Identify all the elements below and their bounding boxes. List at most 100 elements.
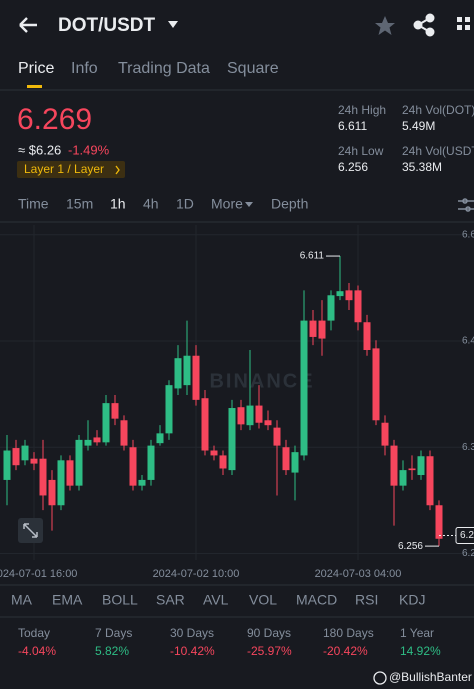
stat-value: 6.611 <box>338 119 367 133</box>
tab[interactable]: Price <box>18 60 55 77</box>
candle-body <box>417 456 425 476</box>
candle-body <box>12 448 20 466</box>
fullscreen-button[interactable] <box>18 518 43 543</box>
candle-body <box>3 450 11 480</box>
indicator[interactable]: KDJ <box>399 592 425 608</box>
grid-button[interactable] <box>457 17 470 30</box>
candle-body <box>147 445 155 480</box>
interval[interactable]: More <box>211 196 243 212</box>
y-tick-label: 6.2 <box>462 548 474 559</box>
back-button[interactable] <box>19 17 37 33</box>
candle-body <box>210 450 218 456</box>
candle-body <box>363 322 371 351</box>
candle-body <box>327 295 335 321</box>
interval[interactable]: 4h <box>143 196 159 212</box>
candle-body <box>408 468 416 471</box>
indicator[interactable]: SAR <box>156 592 185 608</box>
candle-body <box>426 456 434 506</box>
chart-settings[interactable] <box>458 198 474 212</box>
indicator[interactable]: VOL <box>249 592 277 608</box>
x-tick-label: 2024-07-03 04:00 <box>315 568 402 580</box>
period-label: 180 Days <box>323 626 374 640</box>
interval[interactable]: Time <box>18 196 49 212</box>
pair-title[interactable]: DOT/USDT <box>58 15 156 36</box>
candle-body <box>183 355 191 386</box>
favorite-button[interactable] <box>375 16 395 35</box>
interval[interactable]: 1h <box>110 196 126 212</box>
candle-body <box>192 355 200 400</box>
candle-body <box>381 422 389 446</box>
watermark-credit: @BullishBanter <box>389 670 472 684</box>
period-change: -20.42% <box>323 644 368 658</box>
candle-body <box>354 290 362 323</box>
stat-label: 24h Vol(DOT) <box>402 103 474 117</box>
candle-body <box>111 403 119 419</box>
candle-body <box>219 455 227 469</box>
stat-label: 24h High <box>338 103 386 117</box>
y-tick-label: 6.4 <box>462 336 474 347</box>
indicator[interactable]: MACD <box>296 592 337 608</box>
indicator[interactable]: RSI <box>355 592 378 608</box>
last-price-label: 6.2 <box>460 530 474 541</box>
indicator[interactable]: AVL <box>203 592 229 608</box>
candle-body <box>30 458 38 464</box>
candle-body <box>48 479 56 506</box>
fiat-price: ≈ $6.26 <box>18 142 61 157</box>
period-change: -4.04% <box>18 644 56 658</box>
period-label: 90 Days <box>247 626 291 640</box>
stat-value: 35.38M <box>402 160 442 174</box>
share-button[interactable] <box>413 13 435 37</box>
candle-body <box>399 470 407 486</box>
candle-body <box>264 420 272 426</box>
x-tick-label: 2024-07-01 16:00 <box>0 568 77 580</box>
indicator[interactable]: BOLL <box>102 592 138 608</box>
more-dropdown[interactable] <box>245 202 253 207</box>
indicator[interactable]: EMA <box>52 592 83 608</box>
stat-value: 6.256 <box>338 160 368 174</box>
stat-value: 5.49M <box>402 119 435 133</box>
candlestick-chart: 6.6 6.4 6.3 6.2 2024-07-01 16:00 2024-07-02 1… <box>0 225 474 580</box>
period-label: 30 Days <box>170 626 214 640</box>
footer-icon <box>373 671 387 685</box>
indicator-bar: MA EMA BOLL SAR AVL VOL MACD RSI KDJ <box>11 592 425 608</box>
sector-tag[interactable]: Layer 1 / Layer <box>24 162 104 176</box>
candle-body <box>66 460 74 486</box>
interval[interactable]: 1D <box>176 196 194 212</box>
last-price-tag <box>455 526 474 544</box>
candle-body <box>255 405 263 423</box>
period-change: 5.82% <box>95 644 129 658</box>
candle-body <box>21 445 29 461</box>
period-label: 1 Year <box>400 626 434 640</box>
tab[interactable]: Square <box>227 60 279 77</box>
tab[interactable]: Trading Data <box>118 60 210 77</box>
tag-arrow <box>115 165 120 175</box>
high-label: 6.611 <box>300 251 325 262</box>
tab-indicator <box>27 85 42 88</box>
stat-label: 24h Low <box>338 144 384 158</box>
candle-body <box>93 437 101 443</box>
x-tick-label: 2024-07-02 10:00 <box>153 568 240 580</box>
candle-body <box>165 385 173 434</box>
candle-body <box>102 403 110 443</box>
candle-body <box>228 408 236 471</box>
y-tick-label: 6.6 <box>462 229 474 240</box>
candle-body <box>282 447 290 471</box>
interval[interactable]: 15m <box>66 196 93 212</box>
candle-body <box>345 290 353 301</box>
candle-body <box>273 427 281 446</box>
period-label: 7 Days <box>95 626 132 640</box>
period-label: Today <box>18 626 50 640</box>
tab[interactable]: Info <box>71 60 98 77</box>
indicator[interactable]: MA <box>11 592 33 608</box>
candle-body <box>246 405 254 426</box>
interval[interactable]: Depth <box>271 196 308 212</box>
pair-dropdown[interactable] <box>168 21 178 28</box>
period-change: 14.92% <box>400 644 441 658</box>
price-change: -1.49% <box>68 142 110 157</box>
candle-body <box>336 291 344 297</box>
candle-body <box>120 420 128 446</box>
tag-background[interactable] <box>17 161 125 178</box>
